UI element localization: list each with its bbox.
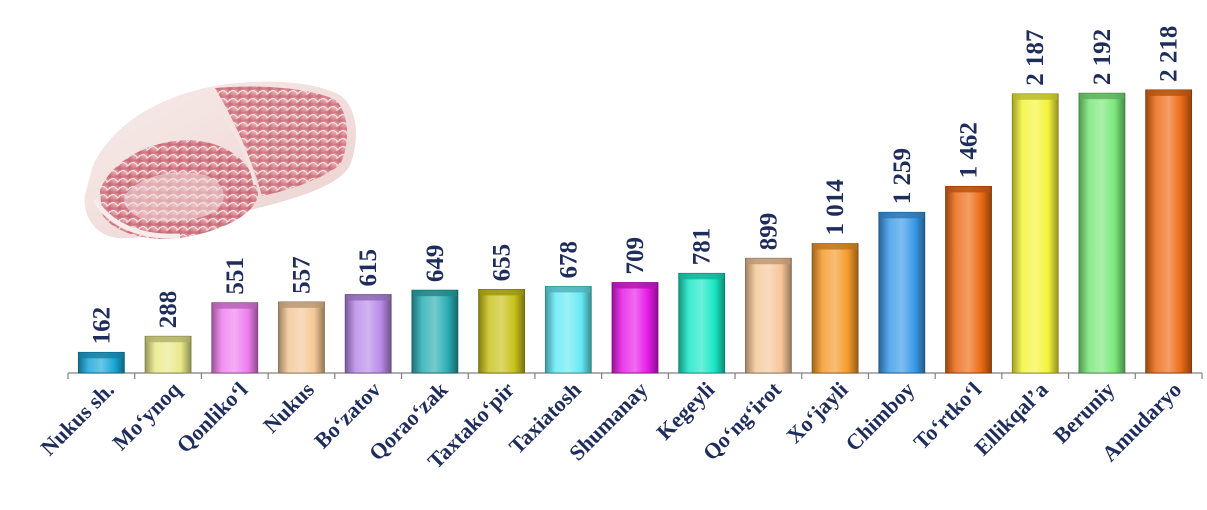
bar [1011, 93, 1059, 374]
category-label: Chimboy [840, 377, 919, 456]
bar-value-label: 615 [355, 249, 382, 287]
category-label: Qonliko‘l [172, 377, 253, 458]
bar-top-bevel [79, 352, 124, 359]
bar-value-label: 1 462 [956, 122, 983, 178]
bar-value-label: 1 259 [889, 148, 916, 204]
bar-top-bevel [946, 186, 991, 193]
bar-value-label: 288 [155, 291, 182, 329]
bar-top-bevel [212, 302, 257, 309]
bar [878, 211, 926, 374]
bar [745, 257, 792, 374]
category-label: Kegeyli [651, 377, 719, 445]
bar-top-bevel [746, 258, 791, 265]
bar-value-label: 1 014 [822, 179, 849, 236]
bar-top-bevel [346, 294, 391, 301]
category-label: Ellikqal’a [969, 377, 1052, 460]
bar-top-bevel [412, 290, 457, 297]
bar [278, 301, 325, 374]
bar-value-label: 649 [422, 245, 449, 283]
bar-top-bevel [146, 336, 191, 343]
bar [811, 243, 859, 374]
bar-value-label: 655 [489, 244, 516, 282]
bar-value-label: 557 [288, 256, 315, 294]
category-label: Nukus [258, 377, 319, 438]
bar-value-label: 709 [622, 237, 649, 275]
bar-top-bevel [613, 282, 657, 289]
bar [144, 335, 192, 374]
bar-top-bevel [879, 212, 924, 219]
category-label: Nukus sh. [35, 377, 118, 460]
bar-top-bevel [479, 289, 524, 296]
bar-value-label: 2 187 [1022, 30, 1049, 86]
bar-value-label: 678 [555, 241, 582, 279]
bar-value-label: 551 [222, 257, 249, 295]
bar [945, 185, 992, 374]
bar [344, 294, 392, 374]
bar-top-bevel [546, 286, 591, 293]
bar-top-bevel [813, 243, 858, 250]
bar [678, 272, 726, 374]
bar [478, 288, 525, 374]
bar [1078, 92, 1126, 374]
raw-beef-rib-photo-icon [84, 81, 356, 239]
bar [1145, 89, 1193, 374]
bar [211, 302, 259, 374]
bar-top-bevel [1013, 93, 1058, 100]
bar-value-label: 781 [689, 228, 716, 266]
bar [411, 289, 459, 374]
bar-value-label: 2 192 [1089, 29, 1116, 85]
bar-top-bevel [279, 301, 324, 308]
bar-value-label: 899 [755, 213, 782, 251]
bar [611, 282, 659, 374]
bar-value-label: 2 218 [1156, 26, 1183, 82]
bar [544, 286, 592, 374]
bar-top-bevel [679, 273, 724, 280]
bar-value-label: 162 [88, 307, 115, 345]
bar-top-bevel [1146, 89, 1191, 96]
bar-top-bevel [1079, 93, 1124, 100]
